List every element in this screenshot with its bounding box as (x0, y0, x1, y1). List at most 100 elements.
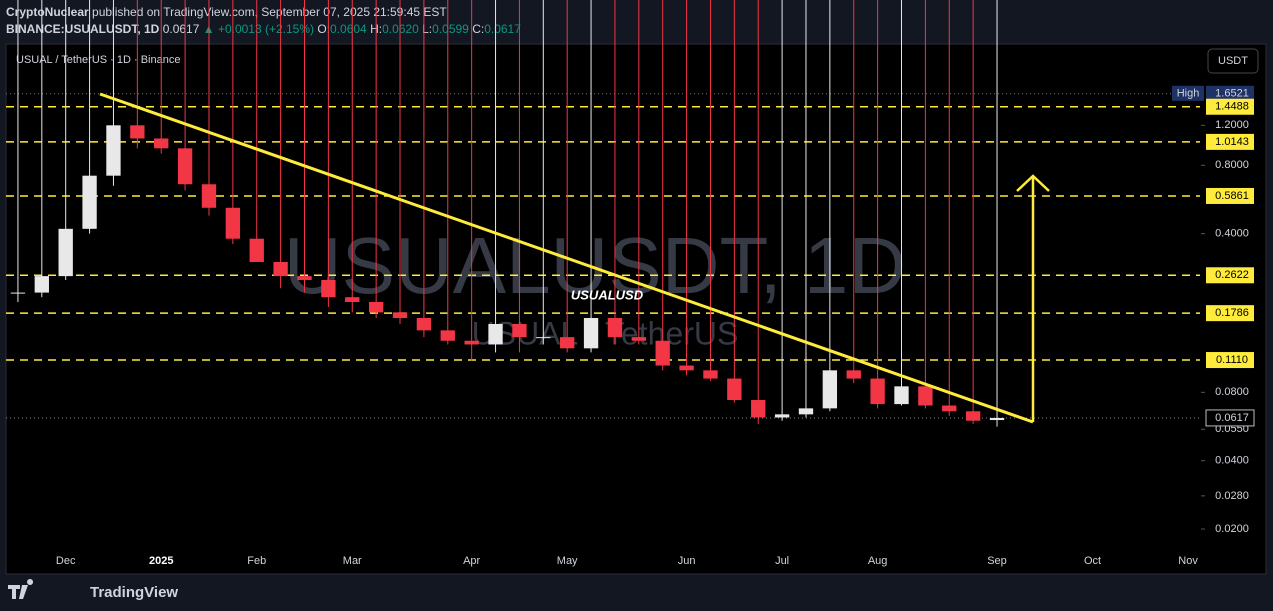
plot: 1.20000.80000.40000.08000.05500.04000.02… (6, 0, 1255, 567)
price: 0.0617 (162, 22, 200, 36)
chart-panel (5, 43, 1267, 575)
candle-body (918, 386, 933, 406)
level-tag (1206, 187, 1254, 204)
level-label: 0.1110 (1216, 354, 1248, 366)
candle-body (177, 148, 193, 185)
y-tick-label: 0.0200 (1215, 523, 1249, 535)
change: ▲ +0.0013 (+2.15%) (202, 22, 315, 36)
header-line: CryptoNuclear published on TradingView.c… (6, 5, 447, 19)
high-tag (1172, 85, 1204, 101)
last-tag (1205, 409, 1255, 427)
annotation: USUALUSD (571, 287, 644, 302)
x-tick-label: Jul (775, 555, 789, 567)
y-tick-label: 0.0800 (1215, 386, 1249, 398)
candle-body (368, 301, 384, 313)
candle-body (464, 340, 479, 345)
x-tick-label: Oct (1084, 555, 1101, 567)
candle-body (58, 228, 73, 277)
y-tick-label: 0.4000 (1215, 228, 1249, 240)
candle-body (82, 175, 97, 229)
last-label: 0.0617 (1215, 412, 1249, 424)
high-value: 1.6521 (1215, 88, 1249, 100)
brand-logo (8, 579, 34, 599)
candle-body (512, 323, 527, 338)
candle-body (774, 414, 790, 418)
candle-body (273, 262, 288, 277)
candle-body (488, 323, 503, 345)
candle-body (965, 411, 981, 421)
level-tag (1206, 352, 1254, 369)
brand: TradingView (90, 584, 178, 601)
level-tag (1206, 267, 1254, 284)
high-label: High (1177, 88, 1200, 100)
x-tick-label: Mar (343, 555, 362, 567)
candle-body (34, 276, 49, 293)
level-tag (1206, 133, 1254, 150)
high-value-tag (1206, 85, 1254, 101)
symbol: BINANCE:USUALUSDT, 1D (6, 22, 160, 36)
candle-body (631, 337, 646, 341)
candle-body (321, 279, 336, 298)
target-arrow (1016, 174, 1050, 422)
candle-body (727, 378, 742, 401)
level-tag (1206, 305, 1254, 322)
candle-body (989, 417, 1005, 421)
x-tick-label: Feb (247, 555, 266, 567)
x-tick-label: Aug (868, 555, 888, 567)
level-label: 1.4488 (1215, 101, 1249, 113)
candle-body (942, 405, 957, 412)
candle-body (225, 207, 241, 239)
candle-body (249, 238, 264, 263)
candle-body (536, 337, 551, 339)
candle-body (201, 184, 217, 208)
candle-body (679, 365, 694, 371)
trendline (99, 92, 1034, 424)
level-label: 1.0143 (1215, 136, 1249, 148)
y-tick-label: 0.8000 (1215, 159, 1249, 171)
candle-body (345, 297, 360, 302)
y-tick-label: 1.2000 (1215, 119, 1249, 131)
author: CryptoNuclear (6, 5, 89, 19)
candle-body (106, 125, 121, 176)
candle-body (751, 400, 766, 418)
candle-body (655, 340, 670, 366)
level-label: 0.2622 (1215, 269, 1249, 281)
ohlc-value: 0.0604 (330, 22, 367, 36)
level-tag (1206, 98, 1254, 115)
ohlc-key: O: (317, 22, 331, 36)
ohlc-key: C: (472, 22, 485, 36)
candle-body (607, 318, 623, 338)
currency: USDT (1218, 55, 1248, 67)
candle-body (10, 292, 26, 294)
candle-body (846, 370, 861, 379)
level-label: 0.1786 (1215, 307, 1249, 319)
candle-body (154, 138, 169, 149)
legend: USUAL / TetherUS · 1D · Binance (16, 54, 180, 66)
candle-body (392, 312, 408, 319)
x-tick-label: 2025 (149, 555, 173, 567)
candle-body (894, 386, 909, 405)
watermark: USUALUSDT, 1D (284, 221, 906, 310)
published: published on TradingView.com, September … (92, 5, 447, 19)
y-tick-label: 0.0400 (1215, 455, 1249, 467)
candle-body (822, 370, 838, 409)
level-label: 0.5861 (1215, 190, 1249, 202)
ohlc-value: 0.0599 (432, 22, 469, 36)
x-tick-label: Apr (463, 555, 480, 567)
candle-body (870, 378, 885, 405)
candle-body (798, 408, 814, 415)
x-tick-label: Sep (987, 555, 1007, 567)
x-tick-label: Jun (678, 555, 696, 567)
candle-body (130, 125, 145, 139)
watermark-sub: USUAL · TetherUS (472, 315, 739, 351)
x-tick-label: Nov (1178, 555, 1198, 567)
candle-body (416, 318, 432, 331)
y-tick-label: 0.0280 (1215, 490, 1249, 502)
currency-button[interactable] (1207, 48, 1259, 74)
candle-body (440, 330, 455, 341)
candle-body (560, 337, 575, 349)
ohlc-key: L: (422, 22, 433, 36)
candle-body (297, 276, 312, 280)
